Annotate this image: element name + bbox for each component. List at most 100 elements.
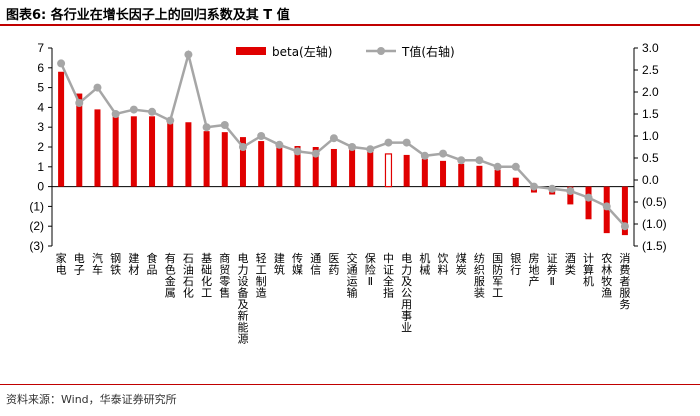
right-tick-label: (1.5) [642,239,667,253]
category-label: 交通运输 [347,251,358,300]
line-series [57,49,629,231]
category-label: 农林牧渔 [601,251,612,300]
bar-建材 [130,116,137,187]
t-value-point-基础化工 [202,123,211,132]
t-value-point-保险Ⅱ [366,145,375,154]
right-tick-label: 3.0 [642,41,659,55]
category-label: 房地产 [528,252,539,288]
category-label: 通信 [310,252,321,277]
right-tick-label: 1.5 [642,107,659,121]
bar-煤炭 [458,163,465,187]
right-tick-label: (1.0) [642,217,667,231]
t-value-point-医药 [329,134,338,143]
bar-计算机 [585,186,592,220]
bar-银行 [512,177,519,187]
left-tick-label: 4 [37,100,44,114]
left-tick-label: 2 [37,140,44,154]
category-label: 机械 [419,251,430,277]
left-tick-label: 5 [37,81,44,95]
bar-轻工制造 [258,141,265,187]
bar-基础化工 [203,131,210,187]
category-label: 酒类 [565,252,576,277]
bar-医药 [330,148,337,187]
category-label: 基础化工 [201,252,212,300]
t-value-point-证券Ⅱ [548,184,557,193]
category-label: 传媒 [292,252,303,277]
category-label: 轻工制造 [256,251,267,300]
category-label: 煤炭 [456,252,467,277]
t-value-point-纺织服装 [475,156,484,165]
legend: beta(左轴) T值(右轴) [236,44,455,59]
t-value-point-建筑 [275,140,284,149]
category-label: 建筑 [274,251,285,277]
t-value-point-钢铁 [111,110,120,118]
bar-通信 [312,147,319,187]
bar-家电 [58,71,65,187]
bar-有色金属 [167,123,174,187]
left-tick-label: 7 [37,41,44,55]
category-label: 中证全指 [383,252,394,300]
category-label: 商贸零售 [219,251,230,300]
t-value-point-农林牧渔 [602,202,611,211]
bar-食品 [149,116,156,187]
right-tick-label: 2.5 [642,63,659,77]
t-value-point-国防军工 [493,162,502,171]
t-value-point-家电 [57,59,66,68]
legend-bar-label: beta(左轴) [272,44,332,59]
category-label: 钢铁 [110,252,121,277]
axes: 7 6 5 4 3 2 1 0 (1) (2) (3) 3.0 2.5 2.0 1.5 1.0 0.5 0.0 (0… [29,41,666,253]
t-value-point-电力设备及新能源 [238,143,247,151]
right-tick-label: 2.0 [642,85,659,99]
category-labels: 家电电子汽车钢铁建材食品有色金属石油石化基础化工商贸零售电力设备及新能源轻工制造… [56,251,631,346]
category-label: 石油石化 [183,252,194,300]
legend-line-marker [377,47,385,55]
bar-商贸零售 [221,132,228,187]
t-value-line [59,49,626,228]
bar-保险Ⅱ [367,151,374,187]
t-value-point-石油石化 [184,50,193,59]
bar-国防军工 [494,169,501,187]
bar-建筑 [276,147,283,187]
title-divider [0,24,700,26]
bar-传媒 [294,146,301,187]
legend-line-label: T值(右轴) [401,44,455,59]
t-value-point-中证全指 [384,138,393,147]
left-tick-label: 0 [37,180,44,194]
category-label: 计算机 [583,252,594,288]
t-value-point-建材 [129,105,138,114]
bar-消费者服务 [621,186,628,236]
t-value-point-商贸零售 [220,121,229,129]
t-value-point-饮料 [439,149,448,158]
left-tick-label: (3) [29,239,44,253]
t-value-point-轻工制造 [257,132,266,140]
left-tick-label: 1 [37,160,44,174]
bar-电力及公用事业 [403,154,410,187]
category-label: 食品 [147,251,158,277]
t-value-point-有色金属 [166,116,175,125]
t-value-point-电子 [75,99,84,107]
t-value-point-食品 [148,107,157,116]
right-tick-label: 0.0 [642,173,659,187]
source-note: 资料来源：Wind，华泰证券研究所 [6,393,177,406]
bar-series [58,71,628,236]
legend-bar-swatch [236,47,266,55]
bar-机械 [421,158,428,187]
t-value-point-酒类 [566,187,575,195]
left-tick-label: 6 [37,61,44,75]
t-value-point-电力及公用事业 [402,138,411,147]
category-label: 电力及公用事业 [401,252,412,334]
right-tick-label: (0.5) [642,195,667,209]
bar-中证全指 [384,153,393,188]
left-tick-label: (2) [29,219,44,233]
bar-石油石化 [185,122,192,187]
category-label: 电子 [74,252,85,277]
category-label: 建材 [128,251,139,277]
chart-area: 7 6 5 4 3 2 1 0 (1) (2) (3) 3.0 2.5 2.0 1.5 1.0 0.5 0.0 (0… [29,41,666,346]
category-label: 汽车 [92,251,103,277]
bar-纺织服装 [476,165,483,187]
bar-电子 [76,93,83,187]
bar-饮料 [440,160,447,187]
t-value-point-房地产 [529,182,538,191]
chart-title: 图表6: 各行业在增长因子上的回归系数及其 T 值 [6,8,290,23]
t-value-point-煤炭 [457,156,466,165]
